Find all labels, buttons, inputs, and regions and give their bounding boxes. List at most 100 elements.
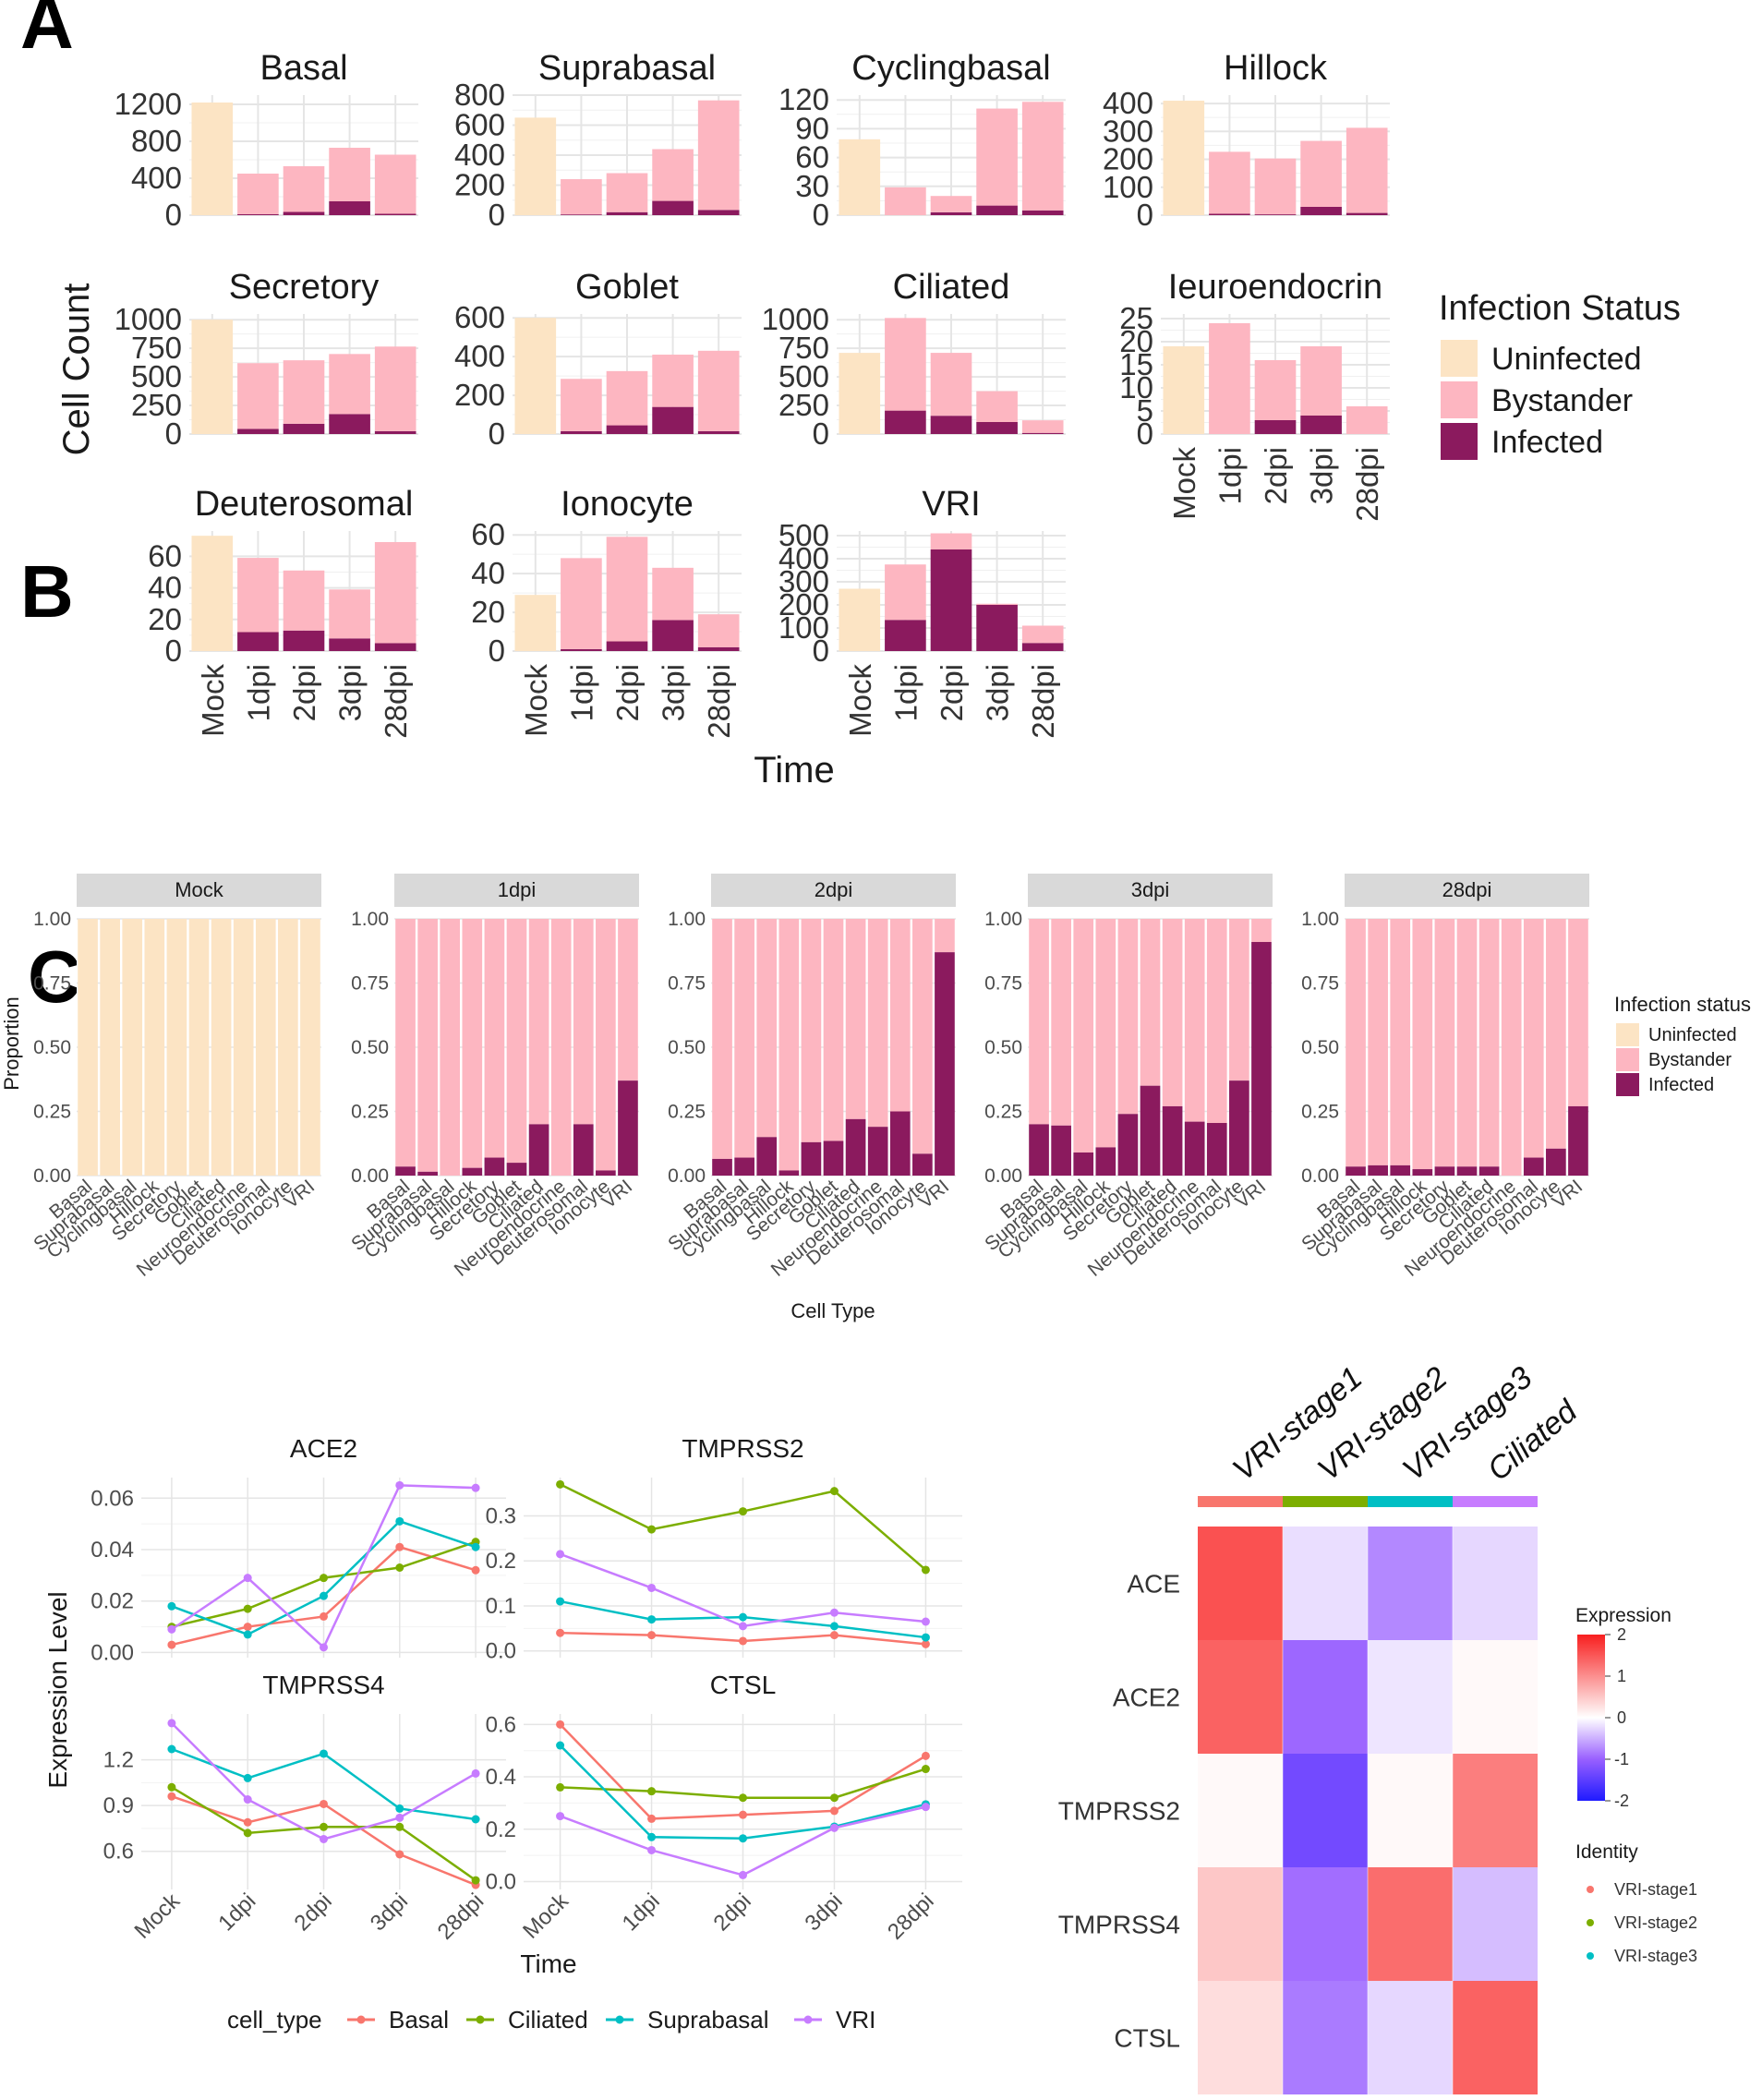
bar-bystander — [1300, 140, 1342, 207]
y-tick-label: 60 — [471, 517, 505, 551]
y-tick-label: 0.25 — [351, 1102, 389, 1123]
bar-infected — [652, 406, 694, 434]
bar-infected — [484, 1157, 505, 1176]
y-tick-label: 750 — [778, 331, 829, 365]
bar-infected — [618, 1080, 638, 1176]
x-tick-label: 2dpi — [610, 664, 645, 721]
bar-bystander — [976, 603, 1018, 605]
bar-bystander — [1184, 919, 1205, 1122]
y-tick-label: 0.0 — [486, 1639, 516, 1664]
y-tick-label: 1.2 — [103, 1748, 134, 1773]
row-label: ACE2 — [1113, 1684, 1180, 1712]
x-axis-title: Time — [520, 1949, 576, 1978]
y-tick-label: 200 — [778, 587, 829, 622]
legend-key — [1587, 1886, 1594, 1893]
bar-uninfected — [100, 919, 120, 1176]
facet-strip — [711, 874, 956, 907]
y-tick-label: 20 — [1119, 324, 1153, 358]
bar-infected — [930, 211, 972, 215]
heatmap-cell — [1368, 1867, 1453, 1981]
bar-infected — [885, 620, 926, 651]
panel-b: Mock0.000.250.500.751.00BasalSuprabasalC… — [0, 874, 1751, 1322]
bar-uninfected — [839, 353, 881, 434]
panel-letter-b: B — [20, 550, 74, 633]
bar-bystander — [1140, 919, 1161, 1086]
facet-title: VRI — [922, 485, 980, 524]
y-tick-label: 800 — [131, 124, 182, 158]
bar-infected — [417, 1171, 438, 1176]
data-point — [243, 1604, 252, 1613]
bar-uninfected — [191, 320, 234, 434]
facet-title: ACE2 — [290, 1434, 357, 1463]
y-axis-title: Proportion — [0, 996, 23, 1091]
y-tick-label: 400 — [454, 339, 505, 373]
data-point — [739, 1834, 747, 1843]
x-tick-label: 3dpi — [1305, 447, 1339, 504]
bar-infected — [930, 549, 972, 651]
bar-infected — [1029, 1124, 1049, 1176]
facet-strip — [1028, 874, 1273, 907]
y-tick-label: 600 — [454, 108, 505, 142]
y-tick-label: 60 — [795, 140, 829, 175]
column-annotation — [1453, 1496, 1538, 1507]
data-point — [921, 1803, 930, 1812]
y-tick-label: 1.00 — [984, 909, 1022, 930]
legend-key — [1587, 1952, 1594, 1960]
facet-ace2: ACE2 0.00 0.02 0.04 0.06 — [91, 1434, 506, 1665]
data-point — [320, 1799, 328, 1808]
bar-infected — [1434, 1166, 1455, 1176]
y-tick-label: 0.25 — [1301, 1102, 1339, 1123]
data-point — [739, 1810, 747, 1819]
data-point — [320, 1749, 328, 1758]
color-bar-tick: 1 — [1617, 1667, 1626, 1685]
data-point — [395, 1480, 404, 1490]
bar-bystander — [823, 919, 844, 1141]
data-point — [243, 1574, 252, 1583]
bar-infected — [1412, 1169, 1433, 1176]
bar-bystander — [1209, 151, 1250, 214]
bar-bystander — [550, 919, 572, 1176]
y-tick-label: 200 — [454, 378, 505, 412]
bar-infected — [1021, 432, 1064, 434]
bar-bystander — [976, 108, 1018, 206]
legend-label: VRI — [836, 2006, 875, 2034]
bar-infected — [1346, 212, 1388, 215]
legend-label: VRI-stage1 — [1614, 1880, 1697, 1899]
y-tick-label: 300 — [778, 564, 829, 598]
bar-bystander — [756, 919, 778, 1138]
bar-uninfected — [839, 588, 881, 651]
bar-infected — [237, 632, 279, 651]
bar-bystander — [283, 360, 325, 424]
y-tick-label: 0 — [813, 634, 829, 668]
y-tick-label: 0.02 — [91, 1589, 134, 1614]
legend-title: Identity — [1575, 1841, 1638, 1863]
bar-infected — [374, 430, 416, 434]
facet-title: Goblet — [575, 268, 679, 307]
y-tick-label: 60 — [148, 538, 182, 573]
facet-ctsl: CTSL 0.0 0.2 0.4 0.6 Mock 1dpi 2dpi 3dpi 28dpi — [486, 1671, 962, 1945]
bar-bystander — [1117, 919, 1139, 1115]
bar-bystander — [528, 919, 549, 1125]
data-point — [471, 1815, 480, 1824]
legend-key-point — [803, 2015, 813, 2024]
bar-bystander — [845, 919, 866, 1119]
y-tick-label: 90 — [795, 111, 829, 145]
bar-infected — [1021, 210, 1064, 215]
bar-infected — [374, 643, 416, 651]
data-point — [921, 1617, 930, 1626]
y-tick-label: 100 — [778, 610, 829, 645]
color-bar-tick: -2 — [1614, 1792, 1629, 1810]
facet-tmprss2: TMPRSS2 0.0 0.1 0.2 0.3 — [486, 1434, 962, 1664]
bar-bystander — [1346, 406, 1388, 434]
bar-uninfected — [211, 919, 232, 1176]
legend-label: Suprabasal — [647, 2006, 769, 2034]
bar-bystander — [1546, 919, 1566, 1149]
facet-title: 1dpi — [498, 878, 537, 901]
y-tick-label: 100 — [1103, 170, 1153, 204]
legend-title: Infection status — [1614, 993, 1751, 1016]
